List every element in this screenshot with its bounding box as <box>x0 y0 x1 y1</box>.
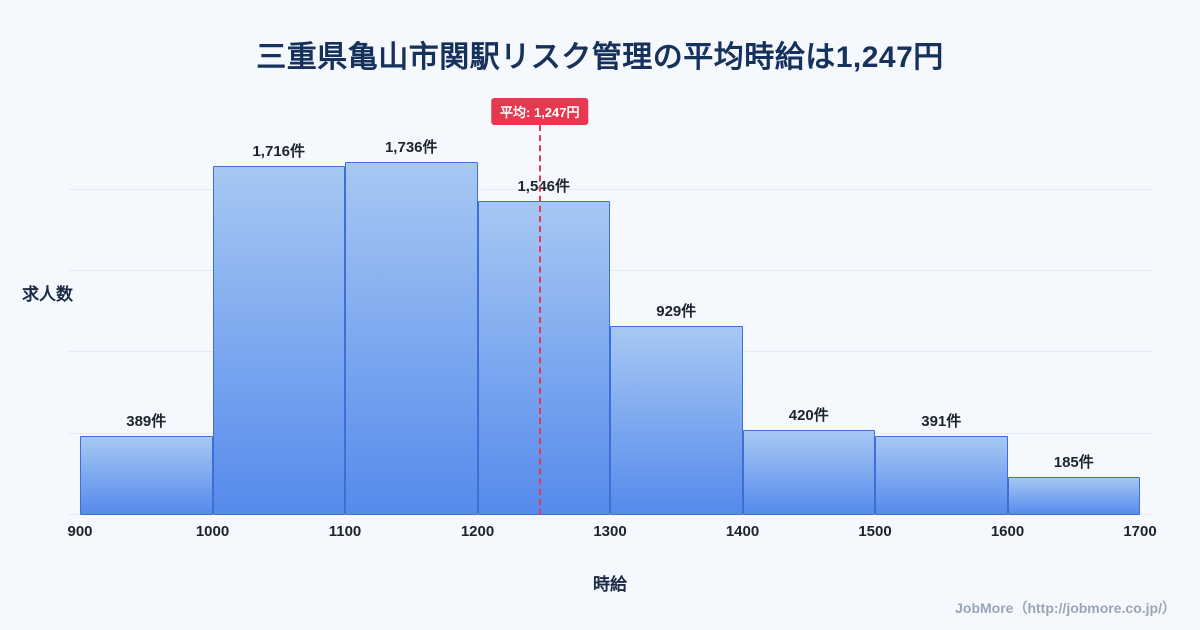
bar-value-label: 1,546件 <box>517 177 571 195</box>
bar <box>875 435 1008 515</box>
bar <box>212 166 345 515</box>
x-tick-label: 1400 <box>725 523 760 540</box>
bar-slot: 420件 <box>742 98 875 515</box>
x-tick-label: 1600 <box>990 523 1025 540</box>
bar <box>742 429 875 515</box>
bar-slot: 389件 <box>80 98 213 515</box>
x-tick-label: 1500 <box>858 523 892 540</box>
bar <box>477 200 610 515</box>
gridline <box>68 270 1152 271</box>
bar-value-label: 1,716件 <box>252 143 306 161</box>
x-tick-label: 1000 <box>195 523 230 540</box>
x-tick-label: 1300 <box>593 523 627 540</box>
x-tick-label: 1200 <box>460 523 495 540</box>
x-axis-label: 時給 <box>593 575 627 594</box>
bar <box>345 162 478 515</box>
gridline <box>68 188 1152 190</box>
bar-slot: 391件 <box>875 98 1008 515</box>
bar-value-label: 389件 <box>126 412 167 430</box>
y-axis-label: 求人数 <box>22 285 73 304</box>
bars-container: 389件 1,716件 1,736件 1,546件 929件 420件 391件 185件 <box>80 98 1140 515</box>
bar-value-label: 391件 <box>921 412 962 430</box>
footer-credit: JobMore（http://jobmore.co.jp/） <box>955 600 1176 616</box>
bar-slot: 929件 <box>610 98 743 515</box>
bar-value-label: 929件 <box>656 303 697 321</box>
bar-slot: 1,736件 <box>345 98 478 515</box>
bar-slot: 1,716件 <box>212 98 345 515</box>
x-tick-label: 900 <box>67 523 93 540</box>
x-tick-label: 1700 <box>1123 523 1157 540</box>
average-line <box>538 125 541 515</box>
page-title: 三重県亀山市関駅リスク管理の平均時給は1,247円 <box>256 41 944 74</box>
bar <box>80 435 213 515</box>
bar-value-label: 420件 <box>788 406 829 424</box>
x-tick-label: 1100 <box>328 523 362 540</box>
bar-slot: 185件 <box>1007 98 1140 515</box>
bar-slot: 1,546件 <box>477 98 610 515</box>
bar <box>610 326 743 515</box>
bar <box>1007 477 1140 515</box>
bar-value-label: 185件 <box>1053 454 1094 472</box>
average-badge: 平均: 1,247円 <box>491 98 589 125</box>
histogram-chart: 389件 1,716件 1,736件 1,546件 929件 420件 391件 185件 平… <box>67 98 1157 540</box>
x-axis-ticks: 900 1000 1100 1200 1300 1400 1500 1600 1700 <box>67 515 1156 541</box>
bar-value-label: 1,736件 <box>384 139 438 156</box>
